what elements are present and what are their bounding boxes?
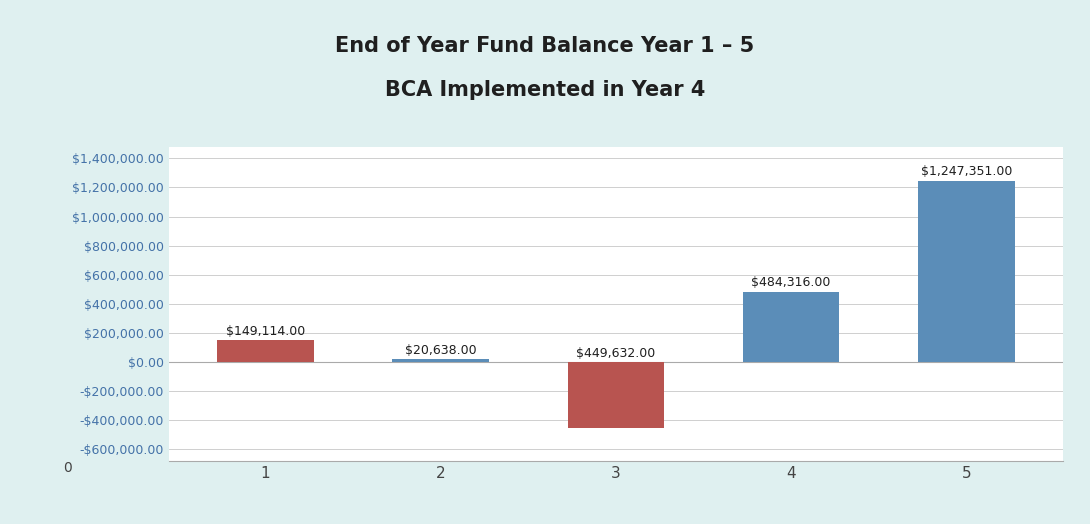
Text: $484,316.00: $484,316.00 (751, 276, 831, 289)
Text: $20,638.00: $20,638.00 (404, 344, 476, 356)
Bar (392, 359, 488, 362)
Bar (217, 341, 314, 362)
Text: 0: 0 (63, 461, 72, 475)
Text: $1,247,351.00: $1,247,351.00 (921, 165, 1012, 178)
Bar (743, 292, 839, 362)
Text: $149,114.00: $149,114.00 (226, 325, 305, 338)
Bar (918, 181, 1015, 362)
Text: $449,632.00: $449,632.00 (577, 346, 655, 359)
Text: BCA Implemented in Year 4: BCA Implemented in Year 4 (385, 80, 705, 101)
Text: End of Year Fund Balance Year 1 – 5: End of Year Fund Balance Year 1 – 5 (336, 36, 754, 56)
Bar (568, 362, 664, 428)
